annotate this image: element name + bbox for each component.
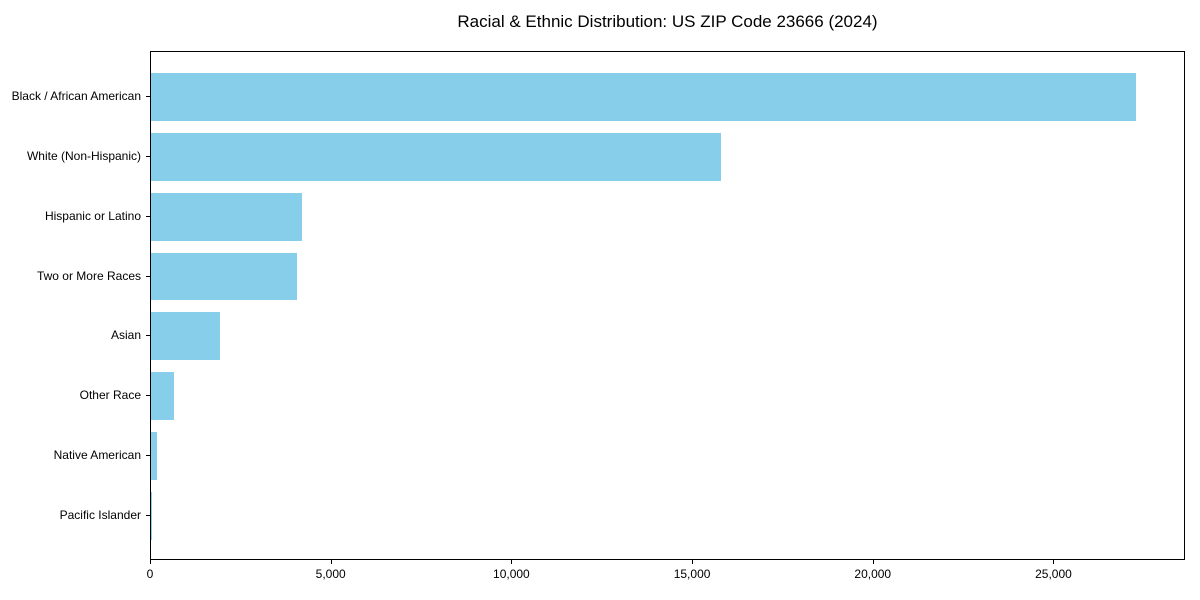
y-tick-mark [146, 275, 150, 277]
y-tick-label: Other Race [79, 388, 141, 403]
x-tick-mark [511, 560, 513, 564]
y-tick-label: White (Non-Hispanic) [26, 148, 141, 163]
plot-area [150, 51, 1185, 560]
bar [151, 72, 1136, 121]
y-tick-label: Two or More Races [36, 268, 141, 283]
y-tick-mark [146, 95, 150, 97]
x-tick-mark [150, 560, 151, 564]
y-tick-label: Pacific Islander [59, 508, 141, 523]
bar [151, 192, 303, 241]
bar [151, 252, 298, 301]
bar [151, 492, 153, 541]
y-tick-label: Native American [53, 448, 141, 463]
y-tick-mark [146, 455, 150, 457]
y-tick-mark [146, 215, 150, 217]
x-tick-mark [872, 560, 874, 564]
x-tick-label: 5,000 [315, 567, 346, 581]
y-tick-mark [146, 155, 150, 157]
bar [151, 372, 175, 421]
y-tick-label: Hispanic or Latino [44, 208, 141, 223]
y-tick-mark [146, 335, 150, 337]
y-tick-label: Black / African American [11, 88, 141, 103]
y-tick-mark [146, 515, 150, 517]
chart-title: Racial & Ethnic Distribution: US ZIP Cod… [457, 12, 878, 31]
x-tick-label: 10,000 [493, 567, 530, 581]
bar [151, 312, 220, 361]
y-tick-label: Asian [110, 328, 141, 343]
x-tick-mark [692, 560, 694, 564]
x-tick-mark [330, 560, 332, 564]
x-tick-label: 0 [146, 567, 154, 581]
x-tick-mark [1053, 560, 1055, 564]
x-tick-label: 15,000 [673, 567, 711, 581]
y-tick-mark [146, 395, 150, 397]
x-tick-label: 20,000 [854, 567, 892, 581]
bar [151, 132, 721, 181]
bar [151, 432, 157, 481]
x-tick-label: 25,000 [1035, 567, 1072, 581]
